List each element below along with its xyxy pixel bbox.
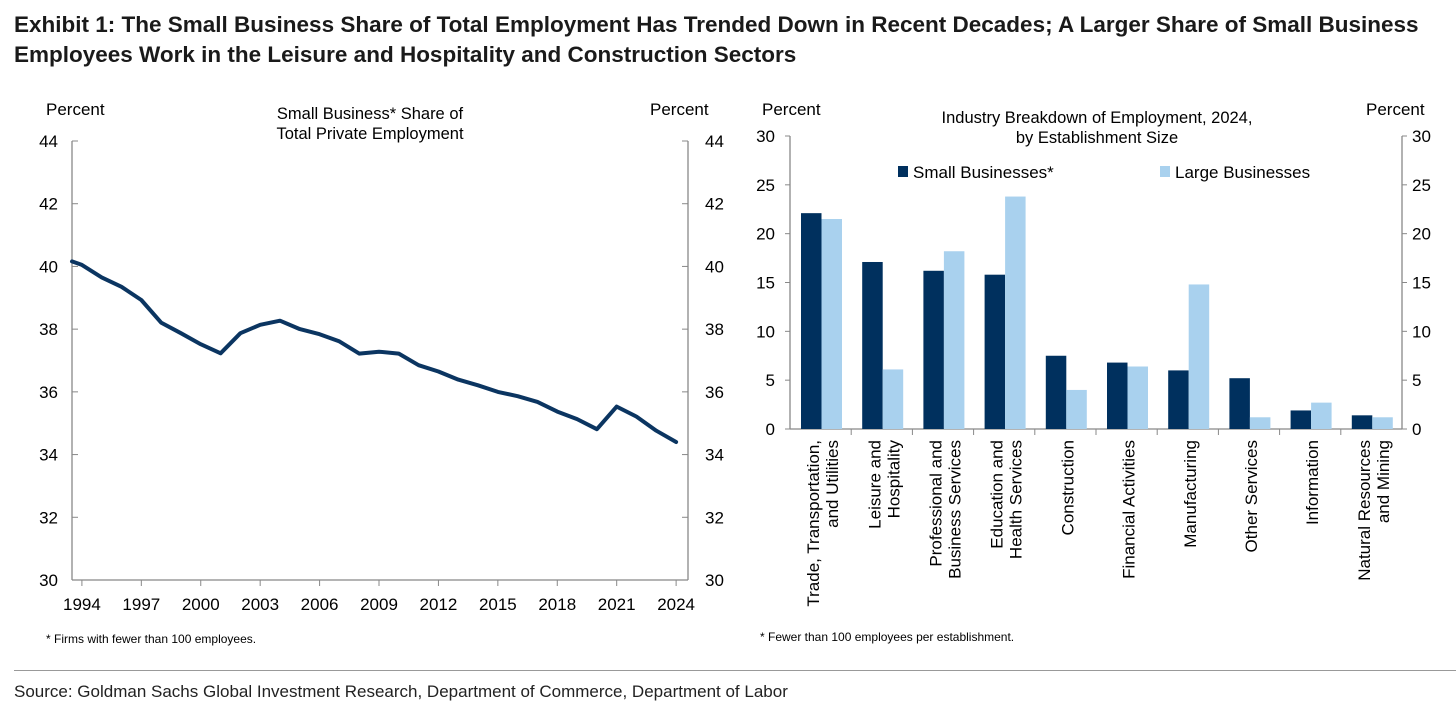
x-tick-label: 2015: [479, 595, 517, 614]
line-chart-footnote: * Firms with fewer than 100 employees.: [46, 632, 257, 646]
category-label: Education and: [988, 440, 1007, 549]
y-tick-label-right: 15: [1412, 274, 1431, 293]
y-tick-label: 32: [39, 508, 58, 527]
y-tick-label-right: 25: [1412, 176, 1431, 195]
x-tick-label: 2000: [182, 595, 220, 614]
y-tick-label-right: 0: [1412, 420, 1421, 439]
x-tick-label: 2021: [598, 595, 636, 614]
x-tick-label: 1994: [63, 595, 101, 614]
category-label: and Utilities: [823, 440, 842, 528]
category-label: Leisure and: [865, 440, 884, 529]
y-tick-label-right: 40: [705, 257, 724, 276]
bar-large: [1188, 284, 1210, 429]
line-chart-title: Small Business* Share of: [277, 105, 464, 123]
y-tick-label-right: 36: [705, 383, 724, 402]
x-tick-label: 2006: [301, 595, 339, 614]
y-tick-label: 40: [39, 257, 58, 276]
category-label: Construction: [1058, 440, 1077, 535]
y-tick-label: 30: [39, 571, 58, 590]
bar-large: [1005, 196, 1026, 429]
x-tick-label: 1997: [122, 595, 160, 614]
right-axis-label: Percent: [1366, 100, 1425, 119]
y-tick-label-right: 10: [1412, 322, 1431, 341]
y-tick-label-right: 30: [705, 571, 724, 590]
category-label: Manufacturing: [1181, 440, 1200, 548]
legend-label: Large Businesses: [1175, 163, 1310, 182]
source-note: Source: Goldman Sachs Global Investment …: [14, 682, 788, 701]
y-tick-label-right: 38: [705, 320, 724, 339]
x-tick-label: 2012: [420, 595, 458, 614]
bar-large: [1372, 417, 1393, 429]
legend-label: Small Businesses*: [913, 163, 1054, 182]
legend-swatch: [1160, 166, 1170, 177]
line-chart-title: Total Private Employment: [276, 125, 463, 143]
bar-small: [1290, 410, 1312, 429]
bar-small: [1351, 415, 1373, 429]
y-tick-label: 15: [756, 274, 775, 293]
bar-large: [1127, 366, 1148, 429]
bar-large: [821, 219, 842, 429]
bar-chart-title: by Establishment Size: [1016, 129, 1178, 147]
y-tick-label: 42: [39, 195, 58, 214]
y-tick-label-right: 44: [705, 132, 724, 151]
x-tick-label: 2009: [360, 595, 398, 614]
y-tick-label: 0: [766, 420, 775, 439]
y-tick-label: 38: [39, 320, 58, 339]
category-label: Other Services: [1242, 440, 1261, 552]
y-tick-label-right: 42: [705, 195, 724, 214]
left-axis-label: Percent: [762, 100, 821, 119]
x-tick-label: 2018: [538, 595, 576, 614]
bar-small: [1168, 370, 1189, 429]
y-tick-label: 44: [39, 132, 58, 151]
right-axis-label: Percent: [650, 100, 709, 119]
y-tick-label-right: 32: [705, 508, 724, 527]
y-tick-label: 25: [756, 176, 775, 195]
x-tick-label: 2024: [657, 595, 695, 614]
bar-large: [1066, 389, 1087, 429]
bar-large: [1249, 417, 1271, 429]
y-tick-label-right: 20: [1412, 225, 1431, 244]
divider: [14, 670, 1456, 671]
exhibit-title: Exhibit 1: The Small Business Share of T…: [14, 12, 1419, 67]
bar-large: [943, 251, 965, 429]
bar-small: [923, 270, 944, 429]
bar-small: [984, 274, 1006, 429]
category-label: Business Services: [946, 440, 965, 579]
bar-small: [862, 261, 883, 429]
bar-small: [1229, 378, 1250, 429]
bar-chart-footnote: * Fewer than 100 employees per establish…: [760, 630, 1015, 644]
x-tick-label: 2003: [241, 595, 279, 614]
left-axis-label: Percent: [46, 100, 105, 119]
category-label: Information: [1303, 440, 1322, 525]
y-tick-label: 10: [756, 322, 775, 341]
y-tick-label: 20: [756, 225, 775, 244]
y-tick-label: 5: [766, 371, 775, 390]
category-label: Professional and: [927, 440, 946, 567]
bar-chart-title: Industry Breakdown of Employment, 2024,: [942, 109, 1253, 127]
category-label: Health Services: [1007, 440, 1026, 559]
y-tick-label-right: 30: [1412, 127, 1431, 146]
category-label: Natural Resources: [1355, 440, 1374, 581]
bar-large: [882, 369, 904, 429]
legend-swatch: [898, 166, 908, 177]
y-tick-label: 30: [756, 127, 775, 146]
category-label: Trade, Transportation,: [804, 440, 823, 607]
category-label: Hospitality: [884, 440, 903, 519]
category-label: and Mining: [1374, 440, 1393, 523]
series-line-small-business-share: [70, 259, 679, 444]
bar-small: [801, 213, 822, 429]
y-tick-label-right: 5: [1412, 371, 1421, 390]
y-tick-label: 34: [39, 446, 58, 465]
y-tick-label: 36: [39, 383, 58, 402]
bar-large: [1311, 402, 1332, 429]
bar-small: [1045, 355, 1067, 429]
bar-small: [1107, 362, 1128, 429]
y-tick-label-right: 34: [705, 446, 724, 465]
category-label: Financial Activities: [1120, 440, 1139, 579]
